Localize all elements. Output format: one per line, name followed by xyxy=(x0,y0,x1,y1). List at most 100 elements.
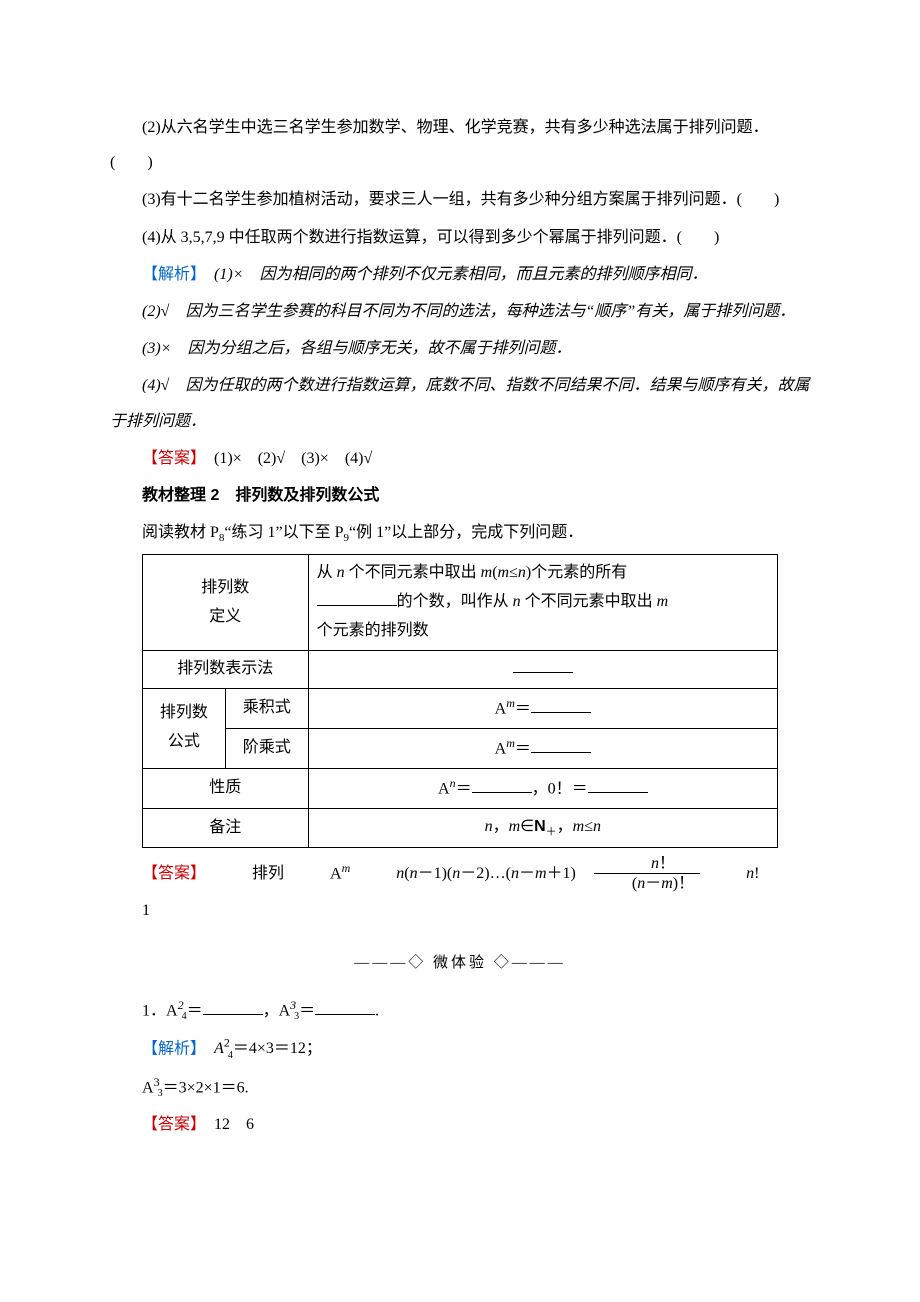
cell-text: 个元素的排列数 xyxy=(317,622,429,639)
blank-underline xyxy=(531,697,591,713)
table-cell-factorial-label: 阶乘式 xyxy=(225,728,308,768)
section-divider: ———◇ 微体验 ◇——— xyxy=(110,947,810,980)
cell-text: ≤ xyxy=(584,818,593,835)
cell-var-m: m xyxy=(498,564,510,581)
formula-sup-m: m xyxy=(506,696,515,710)
table-cell-factorial-formula: Am＝ xyxy=(308,728,777,768)
exercise-1-answer: 【答案】 12 6 xyxy=(110,1107,810,1142)
formula-a: A xyxy=(330,866,342,883)
table-cell-formula-left: 排列数 公式 xyxy=(143,688,226,768)
text: ＝ xyxy=(187,1002,203,1019)
question-2: (2)从六名学生中选三名学生参加数学、物理、化学竞赛，共有多少种选法属于排列问题… xyxy=(110,110,810,180)
formula-eq: ＝ xyxy=(515,740,531,757)
excl: ! xyxy=(754,865,759,882)
cell-text: )个元素的所有 xyxy=(526,564,627,581)
text: )！ xyxy=(673,875,694,892)
cell-text: 的个数，叫作从 xyxy=(397,593,513,610)
cell-text: 个不同元素中取出 xyxy=(345,564,481,581)
table-row: 排列数表示法 xyxy=(143,650,778,688)
cell-text: 从 xyxy=(317,564,337,581)
blank-underline xyxy=(588,777,648,793)
var-m: m xyxy=(535,865,547,882)
answer2-item5: n! xyxy=(714,856,759,891)
blank-underline xyxy=(472,777,532,793)
answer-label-2: 【答案】 xyxy=(110,856,206,891)
set-n: N xyxy=(534,818,546,835)
var-n: n xyxy=(410,865,418,882)
table: 排列数 定义 从 n 个不同元素中取出 m(m≤n)个元素的所有 的个数，叫作从… xyxy=(142,554,778,848)
formula-a: A xyxy=(438,780,450,797)
blank-underline xyxy=(317,590,397,606)
analysis-4-text: (4)√ 因为任取的两个数进行指数运算，底数不同、指数不同结果不同．结果与顺序有… xyxy=(110,368,810,438)
table-cell-notes-right: n，m∈N＋，m≤n xyxy=(308,809,777,848)
analysis-1-text: (1)× 因为相同的两个排列不仅元素相同，而且元素的排列顺序相同． xyxy=(214,266,707,283)
table-row: 排列数 定义 从 n 个不同元素中取出 m(m≤n)个元素的所有 的个数，叫作从… xyxy=(143,555,778,650)
fraction-numerator: n！ xyxy=(594,854,700,874)
table-cell-notation-left: 排列数表示法 xyxy=(143,650,309,688)
text: . xyxy=(375,1002,379,1019)
answer2-fraction: n！ (n－m)！ xyxy=(594,854,700,893)
sup-3: 3 xyxy=(154,1075,160,1089)
cell-text: 个不同元素中取出 xyxy=(521,593,657,610)
cell-text: ≤ xyxy=(509,564,518,581)
var-n: n xyxy=(637,875,645,892)
text: －1)( xyxy=(418,865,453,882)
intro-part2: “练习 1”以下至 P xyxy=(224,524,343,541)
table-row: 性质 An＝，0！＝ xyxy=(143,768,778,808)
answer-content-ex1: 12 6 xyxy=(214,1116,254,1133)
table-cell-def-right: 从 n 个不同元素中取出 m(m≤n)个元素的所有 的个数，叫作从 n 个不同元… xyxy=(308,555,777,650)
cell-var-n: n xyxy=(337,564,345,581)
text: ＋1) xyxy=(547,865,576,882)
text: － xyxy=(645,875,661,892)
blank-underline xyxy=(531,737,591,753)
analysis-label: 【解析】 xyxy=(142,266,198,283)
table-cell-notation-right xyxy=(308,650,777,688)
exercise-1-question: 1．A24＝，A33＝. xyxy=(110,992,810,1029)
text: 1．A xyxy=(142,1002,178,1019)
analysis-block-1: 【解析】 (1)× 因为相同的两个排列不仅元素相同，而且元素的排列顺序相同． xyxy=(110,257,810,292)
answer2-item6: 1 xyxy=(110,893,150,928)
cell-var-m: m xyxy=(481,564,493,581)
intro-part1: 阅读教材 P xyxy=(142,524,219,541)
answer-1: 【答案】 (1)× (2)√ (3)× (4)√ xyxy=(110,441,810,476)
table-row: 阶乘式 Am＝ xyxy=(143,728,778,768)
var-n: n xyxy=(651,855,659,872)
formula-eq: ＝ xyxy=(515,700,531,717)
blank-underline xyxy=(203,999,263,1015)
answer-2: 【答案】 排列 Am n(n－1)(n－2)…(n－m＋1) n！ (n－m)！… xyxy=(110,854,810,929)
blank-underline xyxy=(315,999,375,1015)
text: A xyxy=(214,1040,224,1057)
table-cell-property-right: An＝，0！＝ xyxy=(308,768,777,808)
text: A xyxy=(142,1079,154,1096)
exercise-1-analysis-line1: 【解析】 A24＝4×3＝12； xyxy=(110,1030,810,1067)
sup-2: 2 xyxy=(178,998,184,1012)
table-row: 排列数 公式 乘积式 Am＝ xyxy=(143,688,778,728)
answer2-item1: 排列 xyxy=(220,856,284,891)
permutation-table: 排列数 定义 从 n 个不同元素中取出 m(m≤n)个元素的所有 的个数，叫作从… xyxy=(142,554,778,848)
formula-text: ，0！＝ xyxy=(532,780,588,797)
var-n: n xyxy=(593,818,601,835)
text: － xyxy=(519,865,535,882)
cell-text: ∈ xyxy=(520,818,534,835)
table-cell-product-label: 乘积式 xyxy=(225,688,308,728)
answer-label-ex1: 【答案】 xyxy=(142,1116,198,1133)
intro-part3: “例 1”以上部分，完成下列问题． xyxy=(349,524,583,541)
text: ，A xyxy=(263,1002,291,1019)
table-cell-def-left: 排列数 定义 xyxy=(143,555,309,650)
sup-3: 3 xyxy=(290,998,296,1012)
formula-a: A xyxy=(495,740,507,757)
section-2-intro: 阅读教材 P8“练习 1”以下至 P9“例 1”以上部分，完成下列问题． xyxy=(110,515,810,550)
text: －2)…( xyxy=(460,865,511,882)
sup-2: 2 xyxy=(224,1036,230,1050)
cell-text: ， xyxy=(557,818,573,835)
text: ＝4×3＝12； xyxy=(233,1040,322,1057)
analysis-label-ex1: 【解析】 xyxy=(142,1040,198,1057)
var-n: n xyxy=(511,865,519,882)
var-m: m xyxy=(661,875,673,892)
cell-var-n: n xyxy=(513,593,521,610)
formula-eq: ＝ xyxy=(456,780,472,797)
table-cell-notes-left: 备注 xyxy=(143,809,309,848)
question-4: (4)从 3,5,7,9 中任取两个数进行指数运算，可以得到多少个幂属于排列问题… xyxy=(110,220,810,255)
excl: ！ xyxy=(659,855,675,872)
table-row: 备注 n，m∈N＋，m≤n xyxy=(143,809,778,848)
